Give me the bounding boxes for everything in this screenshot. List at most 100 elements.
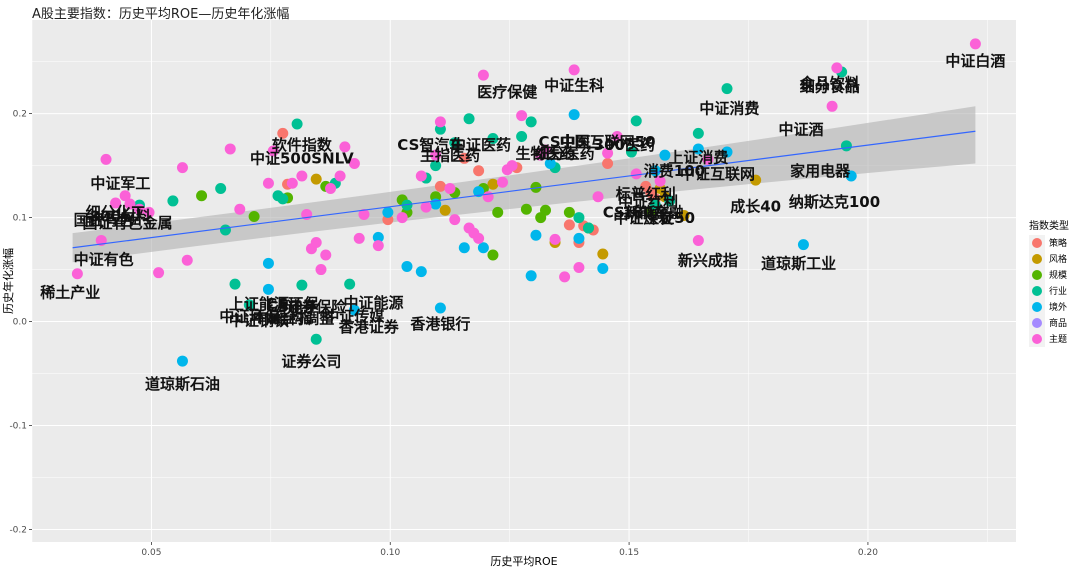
data-point — [430, 160, 442, 172]
data-point — [420, 201, 432, 213]
data-point — [602, 147, 614, 159]
y-axis-title: 历史年化涨幅 — [1, 248, 15, 314]
data-point — [119, 190, 131, 202]
confidence-band-area — [72, 106, 976, 263]
y-tick-label: -0.1 — [9, 422, 27, 432]
data-point — [262, 283, 274, 295]
data-point — [176, 355, 188, 367]
data-point — [382, 206, 394, 218]
legend-key — [1032, 270, 1042, 280]
legend-label: 风格 — [1049, 253, 1067, 265]
point-label: 180金融 — [622, 204, 683, 222]
data-point — [71, 268, 83, 280]
data-point — [625, 146, 637, 158]
point-label: 纳斯达克100 — [789, 193, 880, 211]
point-label: 中证全指 — [253, 309, 313, 327]
data-point — [573, 212, 585, 224]
data-point — [702, 153, 714, 165]
point-label: 医疗保健 — [477, 83, 537, 101]
data-point — [320, 249, 332, 261]
data-point — [482, 191, 494, 203]
data-point — [344, 278, 356, 290]
data-point — [692, 127, 704, 139]
point-label: 食品饮料 — [800, 75, 860, 93]
data-point — [248, 211, 260, 223]
point-label: 结构调整 — [274, 310, 334, 328]
data-point — [602, 157, 614, 169]
data-point — [291, 118, 303, 130]
point-label: 香港银行 — [410, 315, 470, 333]
data-point — [721, 83, 733, 95]
point-label: 中证煤炭 — [613, 209, 673, 227]
plot-panel — [32, 20, 1016, 542]
data-point — [181, 254, 193, 266]
legend-key — [1032, 286, 1042, 296]
data-point — [539, 204, 551, 216]
point-label: 中证白酒 — [945, 52, 1005, 70]
data-point — [487, 178, 499, 190]
data-point — [219, 224, 231, 236]
data-point — [750, 174, 762, 186]
data-point — [176, 162, 188, 174]
data-point — [348, 157, 360, 169]
point-label: 中证军工 — [90, 174, 150, 192]
point-label: 证券保险 — [286, 298, 347, 316]
point-label: 中证消费 — [699, 100, 759, 118]
data-point — [143, 206, 155, 218]
data-point — [458, 152, 470, 164]
chart-title: A股主要指数：历史平均ROE—历史年化涨幅 — [32, 7, 290, 22]
data-point — [826, 100, 838, 112]
data-point — [310, 173, 322, 185]
point-label: 细分化工 — [86, 204, 146, 222]
legend-key — [1032, 254, 1042, 264]
legend-label: 主题 — [1049, 333, 1067, 345]
grid-lines — [31, 20, 1016, 542]
point-label: 中证医药 — [451, 136, 511, 154]
legend-label: 商品 — [1049, 317, 1067, 329]
data-point — [310, 333, 322, 345]
data-point — [296, 170, 308, 182]
trend-line — [72, 130, 976, 249]
data-point — [525, 116, 537, 128]
legend-key — [1032, 318, 1042, 328]
data-point — [124, 198, 136, 210]
data-point — [353, 232, 365, 244]
data-point — [516, 130, 528, 142]
data-point — [334, 170, 346, 182]
data-points — [71, 38, 981, 367]
data-point — [568, 64, 580, 76]
point-label: 稀土产业 — [40, 284, 100, 302]
data-point — [597, 263, 609, 275]
data-point — [439, 204, 451, 216]
data-point — [525, 270, 537, 282]
y-tick-label: -0.2 — [9, 526, 27, 536]
point-label: 标普红利 — [615, 185, 676, 203]
data-point — [664, 195, 676, 207]
point-label: 家用电器 — [790, 162, 851, 180]
data-point — [167, 195, 179, 207]
point-label: 成长40 — [730, 197, 781, 215]
data-point — [692, 143, 704, 155]
data-point — [573, 232, 585, 244]
point-label: 细分食品 — [800, 78, 860, 96]
legend-label: 策略 — [1049, 237, 1067, 249]
point-label: 消费100 — [644, 162, 705, 180]
data-point — [969, 38, 981, 50]
point-label: 上证能源 — [229, 295, 289, 313]
point-label: 中证互联网 — [680, 165, 755, 183]
data-point — [215, 182, 227, 194]
data-point — [372, 240, 384, 252]
point-label: 中证500SNLV — [250, 149, 354, 167]
data-point — [434, 180, 446, 192]
data-point — [262, 257, 274, 269]
point-label: 300医药 — [594, 136, 655, 154]
point-label: 中证红利 — [618, 193, 678, 211]
legend-label: 规模 — [1049, 270, 1067, 281]
point-label: 中证能源 — [344, 294, 404, 312]
x-tick-label: 0.05 — [141, 548, 161, 558]
data-point — [430, 149, 442, 161]
data-point — [348, 304, 360, 316]
legend-key — [1032, 238, 1042, 248]
data-point — [286, 177, 298, 189]
point-label: 香港证券 — [339, 318, 400, 336]
